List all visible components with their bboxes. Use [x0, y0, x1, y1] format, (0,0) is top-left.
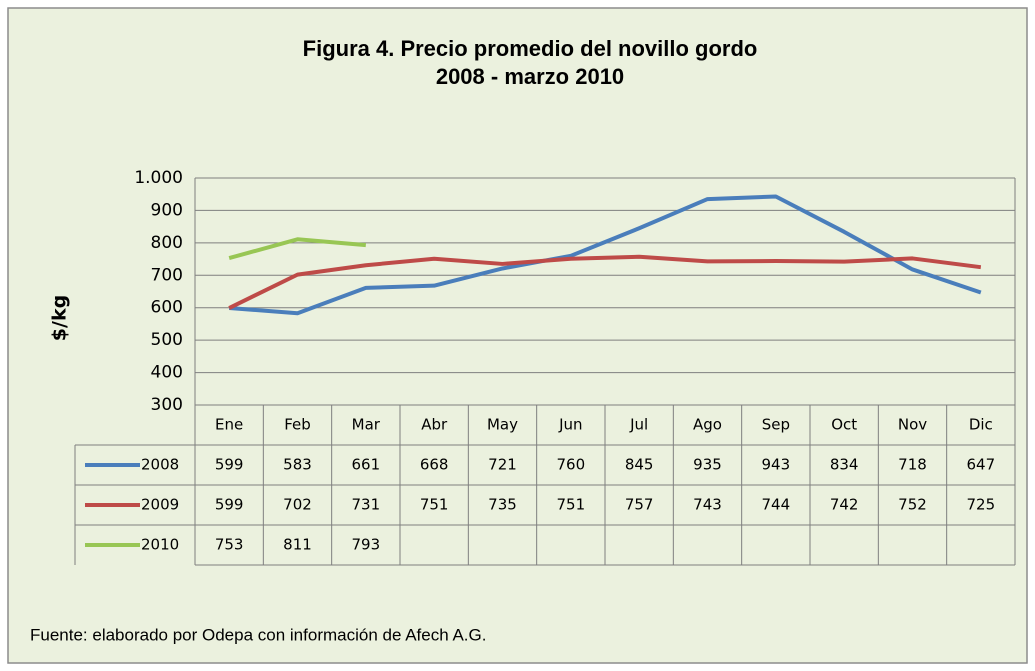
chart-subtitle: 2008 - marzo 2010 [436, 64, 624, 89]
table-cell: 793 [352, 536, 381, 554]
y-tick-label: 1.000 [134, 168, 183, 188]
y-tick-label: 300 [151, 395, 183, 415]
x-tick-label: Dic [969, 416, 993, 434]
y-tick-label: 500 [151, 330, 183, 350]
table-cell: 721 [488, 456, 517, 474]
table-cell: 718 [898, 456, 927, 474]
chart-title: Figura 4. Precio promedio del novillo go… [303, 36, 758, 61]
x-tick-label: May [487, 416, 518, 434]
y-tick-label: 800 [151, 233, 183, 253]
x-tick-label: Jul [629, 416, 648, 434]
table-cell: 599 [215, 456, 244, 474]
table-cell: 760 [557, 456, 586, 474]
legend-label: 2009 [141, 496, 179, 514]
legend-label: 2010 [141, 536, 179, 554]
table-cell: 753 [215, 536, 244, 554]
table-cell: 751 [557, 496, 586, 514]
x-tick-label: Ene [215, 416, 243, 434]
series-line [228, 237, 367, 261]
table-cell: 943 [762, 456, 791, 474]
y-tick-label: 400 [151, 363, 183, 383]
table-cell: 935 [693, 456, 722, 474]
table-cell: 735 [488, 496, 517, 514]
table-cell: 744 [762, 496, 791, 514]
table-cell: 725 [967, 496, 996, 514]
table-cell: 743 [693, 496, 722, 514]
x-tick-label: Mar [352, 416, 381, 434]
table-cell: 834 [830, 456, 859, 474]
table-cell: 742 [830, 496, 859, 514]
table-cell: 811 [283, 536, 312, 554]
table-cell: 757 [625, 496, 654, 514]
table-cell: 599 [215, 496, 244, 514]
chart-background [7, 7, 1028, 664]
y-tick-label: 700 [151, 265, 183, 285]
x-tick-label: Feb [284, 416, 311, 434]
table-cell: 731 [352, 496, 381, 514]
series-line [228, 254, 982, 310]
table-cell: 661 [352, 456, 381, 474]
table-cell: 702 [283, 496, 312, 514]
table-cell: 647 [967, 456, 996, 474]
x-tick-label: Ago [693, 416, 722, 434]
table-cell: 583 [283, 456, 312, 474]
x-tick-label: Jun [558, 416, 582, 434]
x-tick-label: Oct [831, 416, 857, 434]
source-note: Fuente: elaborado por Odepa con informac… [30, 625, 486, 644]
y-tick-label: 600 [151, 298, 183, 318]
series-line [229, 194, 982, 316]
x-tick-label: Sep [762, 416, 790, 434]
table-cell: 751 [420, 496, 449, 514]
x-tick-label: Nov [898, 416, 927, 434]
legend-label: 2008 [141, 456, 179, 474]
table-cell: 845 [625, 456, 654, 474]
x-tick-label: Abr [421, 416, 448, 434]
y-axis-label: $/kg [49, 295, 71, 341]
table-cell: 668 [420, 456, 449, 474]
y-tick-label: 900 [151, 200, 183, 220]
table-cell: 752 [898, 496, 927, 514]
